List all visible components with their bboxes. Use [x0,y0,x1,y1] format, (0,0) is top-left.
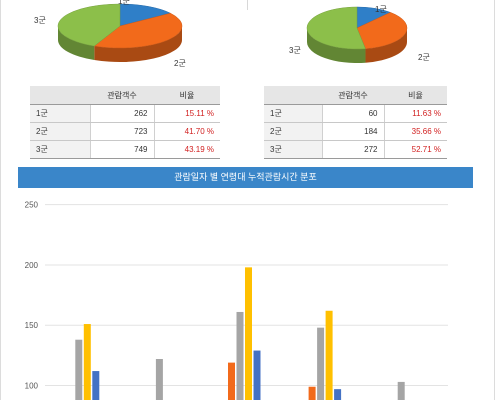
pie-slice [356,12,408,49]
bar [236,311,244,400]
bar [245,267,252,400]
pie-chart-left [57,3,183,63]
bar [253,350,261,400]
bar [92,371,100,400]
bar [317,327,325,400]
table-row: 2군 723 41.70 % [30,122,220,141]
table-cell-ratio: 43.19 % [153,140,220,159]
pie-slice [57,3,121,47]
table-row: 1군 60 11.63 % [264,104,447,123]
table-cell-count: 184 [321,122,384,141]
table-header-group [30,86,90,105]
table-cell-ratio: 41.70 % [153,122,220,141]
table-row: 3군 272 52.71 % [264,140,447,159]
y-tick-label: 250 [25,201,39,210]
bar-chart-title: 관람일자 별 연령대 누적관람시간 분포 [18,167,473,188]
table-cell-ratio: 52.71 % [383,140,447,159]
table-cell-group: 1군 [264,104,322,123]
bar-chart: 100 150 200 250 [25,201,448,400]
pie-left-label-1: 1군 [118,0,130,6]
pie-slice [306,6,366,50]
pie-slice [93,12,183,49]
table-row: 3군 749 43.19 % [30,140,220,159]
table-cell-ratio: 35.66 % [383,122,447,141]
table-header-row: 관람객수 비율 [30,86,220,105]
pie-left-label-2: 2군 [174,59,186,68]
y-tick-label: 100 [25,382,39,391]
pie-chart-right [306,6,408,63]
pie-left-label-3: 3군 [34,16,46,25]
bar [75,339,83,400]
pie-slice-side [58,26,95,61]
table-cell-ratio: 11.63 % [383,104,447,123]
stats-table-right: 관람객수 비율 1군 60 11.63 % 2군 184 35.66 % 3군 … [264,86,447,159]
table-cell-count: 723 [89,122,154,141]
bar [228,362,235,400]
bar [308,386,316,400]
table-cell-group: 2군 [30,122,90,141]
bar [83,324,91,400]
table-header-count: 관람객수 [90,86,154,105]
stats-table-left: 관람객수 비율 1군 262 15.11 % 2군 723 41.70 % 3군… [30,86,220,159]
table-cell-group: 3군 [30,140,90,159]
pie-right-label-1: 1군 [375,5,387,14]
table-header-group [264,86,322,105]
y-tick-label: 200 [25,261,39,270]
table-header-ratio: 비율 [154,86,220,105]
bar [397,381,405,400]
table-header-ratio: 비율 [384,86,447,105]
pie-slice-side [365,28,407,63]
table-cell-group: 3군 [264,140,322,159]
table-cell-group: 2군 [264,122,322,141]
pie-right-label-3: 3군 [289,46,301,55]
table-cell-ratio: 15.11 % [153,104,220,123]
bar [325,310,333,400]
table-row: 2군 184 35.66 % [264,122,447,141]
table-cell-count: 749 [89,140,154,159]
table-cell-group: 1군 [30,104,90,123]
table-header-count: 관람객수 [322,86,384,105]
pie-slice-side [307,28,366,63]
bar [155,359,163,400]
table-row: 1군 262 15.11 % [30,104,220,123]
table-cell-count: 272 [321,140,384,159]
panel-divider [247,0,248,10]
pie-slice-side [94,26,182,63]
pie-slice [119,3,172,27]
table-cell-count: 262 [89,104,154,123]
y-tick-label: 150 [25,321,39,330]
table-cell-count: 60 [321,104,384,123]
table-header-row: 관람객수 비율 [264,86,447,105]
pie-right-label-2: 2군 [418,53,430,62]
bar [334,389,342,400]
